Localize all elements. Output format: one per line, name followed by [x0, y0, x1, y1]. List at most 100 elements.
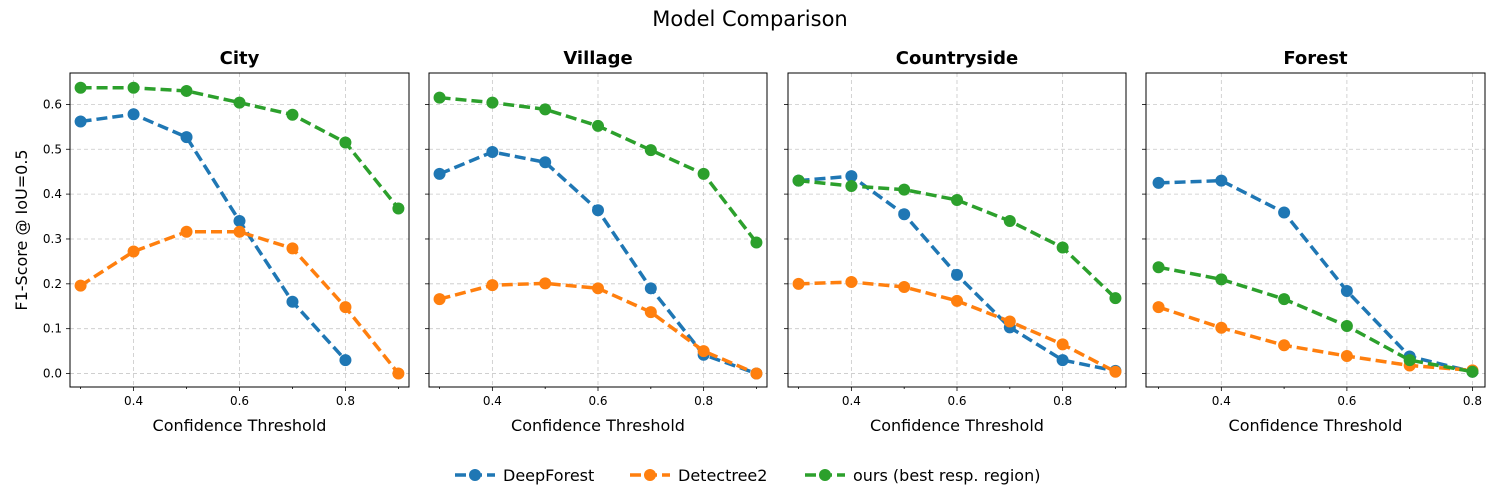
- data-point: [392, 202, 405, 215]
- data-point: [1109, 365, 1122, 378]
- data-point: [1340, 285, 1353, 298]
- series-line: [1158, 178, 1473, 374]
- data-point: [486, 96, 499, 109]
- grid: [788, 73, 1126, 387]
- legend-label: ours (best resp. region): [853, 466, 1040, 485]
- legend-marker: [469, 469, 481, 481]
- data-point: [180, 225, 193, 238]
- data-point: [433, 167, 446, 180]
- data-point: [1152, 176, 1165, 189]
- data-point: [697, 345, 710, 358]
- series-deepforest: [74, 108, 352, 367]
- data-point: [286, 242, 299, 255]
- data-point: [539, 103, 552, 116]
- data-point: [697, 167, 710, 180]
- x-axis-label: Confidence Threshold: [153, 416, 327, 435]
- data-point: [1215, 174, 1228, 187]
- y-tick-label: 0.4: [43, 187, 62, 201]
- x-axis-label: Confidence Threshold: [1229, 416, 1403, 435]
- y-tick-label: 0.5: [43, 142, 62, 156]
- x-tick-label: 0.8: [1463, 394, 1482, 408]
- data-point: [592, 204, 604, 217]
- data-point: [74, 81, 87, 94]
- data-point: [845, 170, 858, 183]
- series-detectree2: [74, 225, 405, 380]
- data-point: [127, 81, 140, 94]
- series-detectree2: [792, 276, 1122, 378]
- x-axis-label: Confidence Threshold: [511, 416, 685, 435]
- data-point: [750, 236, 763, 249]
- data-point: [433, 91, 446, 104]
- subplot-city: 0.4 0.6 0.8 0.0 0.1 0.2 0.3 0.4 0.5 0.6 City Confid…: [43, 48, 410, 435]
- data-point: [392, 367, 405, 380]
- grid: [1146, 73, 1485, 387]
- data-point: [1003, 215, 1016, 228]
- data-point: [339, 136, 352, 149]
- data-point: [1056, 241, 1069, 254]
- x-tick-label: 0.6: [230, 394, 249, 408]
- series-detectree2: [433, 277, 763, 380]
- data-point: [74, 115, 87, 128]
- data-point: [1109, 292, 1122, 305]
- y-tick-label: 0.6: [43, 97, 62, 111]
- data-point: [286, 108, 299, 121]
- subplot-title: City: [220, 48, 260, 69]
- legend-item-deepforest: DeepForest: [455, 466, 594, 485]
- legend-label: Detectree2: [678, 466, 767, 485]
- data-point: [750, 367, 763, 380]
- data-point: [1056, 338, 1069, 351]
- x-tick-label: 0.8: [694, 394, 713, 408]
- x-tick-label: 0.4: [124, 394, 143, 408]
- figure-title: Model Comparison: [652, 7, 847, 31]
- legend: DeepForest Detectree2 ours (best resp. reg…: [455, 466, 1040, 485]
- x-tick-label: 0.4: [842, 394, 861, 408]
- data-point: [1278, 339, 1291, 352]
- data-point: [1003, 315, 1016, 328]
- data-point: [592, 119, 604, 132]
- data-point: [180, 131, 193, 144]
- data-point: [898, 183, 911, 196]
- legend-item-detectree2: Detectree2: [630, 466, 767, 485]
- data-point: [1278, 293, 1291, 306]
- data-point: [792, 174, 805, 187]
- data-point: [845, 180, 858, 193]
- data-point: [1340, 350, 1353, 363]
- subplot-countryside: 0.4 0.6 0.8 Countryside Confidence Threshold: [784, 48, 1127, 435]
- y-axis-label: F1-Score @ IoU=0.5: [12, 149, 31, 310]
- data-point: [539, 277, 552, 290]
- subplot-village: 0.4 0.6 0.8 Village Confidence Threshold: [425, 48, 768, 435]
- x-tick-label: 0.8: [336, 394, 355, 408]
- data-point: [644, 306, 657, 319]
- data-point: [1340, 319, 1353, 332]
- data-point: [898, 280, 911, 293]
- data-point: [1056, 354, 1069, 367]
- subplot-forest: 0.4 0.6 0.8 Forest Confidence Threshold: [1142, 48, 1486, 435]
- data-point: [127, 108, 140, 121]
- data-point: [433, 293, 446, 306]
- data-point: [286, 295, 299, 308]
- data-point: [644, 282, 657, 295]
- data-point: [592, 282, 604, 295]
- y-tick-label: 0.2: [43, 277, 62, 291]
- data-point: [486, 279, 499, 292]
- data-point: [1403, 354, 1416, 367]
- data-point: [1215, 273, 1228, 286]
- data-point: [1215, 321, 1228, 334]
- data-point: [792, 277, 805, 290]
- series-line: [1158, 305, 1473, 373]
- grid: [70, 73, 409, 387]
- series-ours: [1152, 261, 1479, 378]
- y-tick-label: 0.0: [43, 367, 62, 381]
- data-point: [74, 279, 87, 292]
- series-ours: [433, 91, 763, 249]
- data-point: [539, 156, 552, 169]
- data-point: [339, 301, 352, 314]
- legend-marker: [819, 469, 831, 481]
- y-tick-label: 0.1: [43, 322, 62, 336]
- legend-label: DeepForest: [503, 466, 594, 485]
- x-tick-label: 0.6: [947, 394, 966, 408]
- data-point: [1466, 365, 1479, 378]
- legend-marker: [644, 469, 656, 481]
- subplots: 0.4 0.6 0.8 0.0 0.1 0.2 0.3 0.4 0.5 0.6 City Confid…: [43, 48, 1486, 435]
